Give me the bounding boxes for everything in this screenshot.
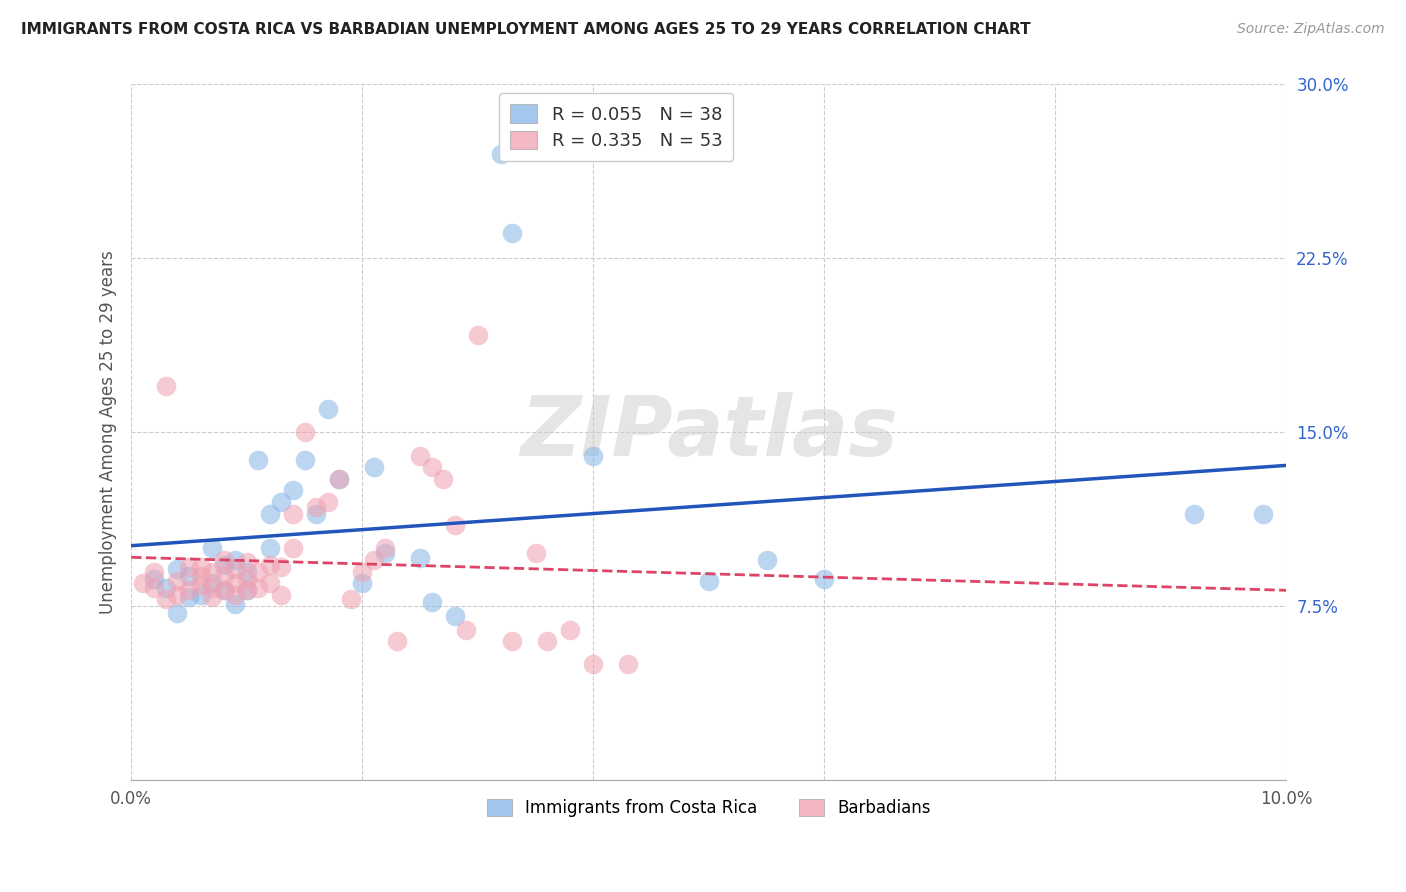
Point <box>155 379 177 393</box>
Point <box>247 581 270 595</box>
Point <box>524 546 547 560</box>
Point <box>212 583 235 598</box>
Point <box>281 541 304 556</box>
Point <box>281 483 304 498</box>
Point <box>201 541 224 556</box>
Point <box>190 578 212 592</box>
Point <box>224 597 246 611</box>
Point <box>316 495 339 509</box>
Point <box>201 590 224 604</box>
Point <box>201 576 224 591</box>
Point <box>166 588 188 602</box>
Text: ZIPatlas: ZIPatlas <box>520 392 898 473</box>
Point <box>201 565 224 579</box>
Point <box>374 546 396 560</box>
Point <box>259 558 281 572</box>
Point <box>352 576 374 591</box>
Point <box>224 588 246 602</box>
Point <box>316 402 339 417</box>
Point <box>236 583 259 598</box>
Point <box>328 472 350 486</box>
Point <box>328 472 350 486</box>
Point <box>409 550 432 565</box>
Point <box>305 500 328 514</box>
Point <box>166 574 188 588</box>
Point <box>166 562 188 576</box>
Point <box>132 576 155 591</box>
Point <box>212 553 235 567</box>
Point <box>501 634 523 648</box>
Point <box>294 425 316 440</box>
Point <box>697 574 720 588</box>
Point <box>501 226 523 240</box>
Point <box>443 608 465 623</box>
Point <box>155 581 177 595</box>
Point <box>294 453 316 467</box>
Point <box>582 449 605 463</box>
Point <box>755 553 778 567</box>
Point <box>467 328 489 343</box>
Point <box>143 565 166 579</box>
Point <box>420 595 443 609</box>
Point <box>281 507 304 521</box>
Point <box>177 569 200 583</box>
Point <box>1253 507 1275 521</box>
Point <box>212 569 235 583</box>
Point <box>177 560 200 574</box>
Legend: Immigrants from Costa Rica, Barbadians: Immigrants from Costa Rica, Barbadians <box>481 793 938 824</box>
Point <box>363 460 385 475</box>
Point <box>352 565 374 579</box>
Point <box>259 507 281 521</box>
Point <box>305 507 328 521</box>
Point <box>813 572 835 586</box>
Point <box>236 572 259 586</box>
Point <box>177 590 200 604</box>
Point <box>247 565 270 579</box>
Point <box>236 583 259 598</box>
Point <box>339 592 361 607</box>
Point <box>166 607 188 621</box>
Point <box>212 583 235 598</box>
Text: IMMIGRANTS FROM COSTA RICA VS BARBADIAN UNEMPLOYMENT AMONG AGES 25 TO 29 YEARS C: IMMIGRANTS FROM COSTA RICA VS BARBADIAN … <box>21 22 1031 37</box>
Point <box>224 562 246 576</box>
Point <box>155 592 177 607</box>
Point <box>420 460 443 475</box>
Text: Source: ZipAtlas.com: Source: ZipAtlas.com <box>1237 22 1385 37</box>
Point <box>259 576 281 591</box>
Point <box>582 657 605 672</box>
Point <box>432 472 454 486</box>
Point <box>190 588 212 602</box>
Point <box>190 569 212 583</box>
Point <box>270 495 292 509</box>
Point <box>270 560 292 574</box>
Point <box>443 518 465 533</box>
Point <box>201 581 224 595</box>
Point <box>236 555 259 569</box>
Point <box>143 581 166 595</box>
Point <box>259 541 281 556</box>
Point <box>489 147 512 161</box>
Point <box>212 558 235 572</box>
Point <box>224 576 246 591</box>
Point <box>374 541 396 556</box>
Point <box>1182 507 1205 521</box>
Point <box>143 572 166 586</box>
Point <box>236 565 259 579</box>
Point <box>536 634 558 648</box>
Point <box>270 588 292 602</box>
Point <box>363 553 385 567</box>
Point <box>409 449 432 463</box>
Point <box>190 560 212 574</box>
Point <box>385 634 408 648</box>
Point <box>560 623 582 637</box>
Y-axis label: Unemployment Among Ages 25 to 29 years: Unemployment Among Ages 25 to 29 years <box>100 251 117 615</box>
Point <box>224 553 246 567</box>
Point <box>177 583 200 598</box>
Point <box>617 657 640 672</box>
Point <box>247 453 270 467</box>
Point <box>456 623 478 637</box>
